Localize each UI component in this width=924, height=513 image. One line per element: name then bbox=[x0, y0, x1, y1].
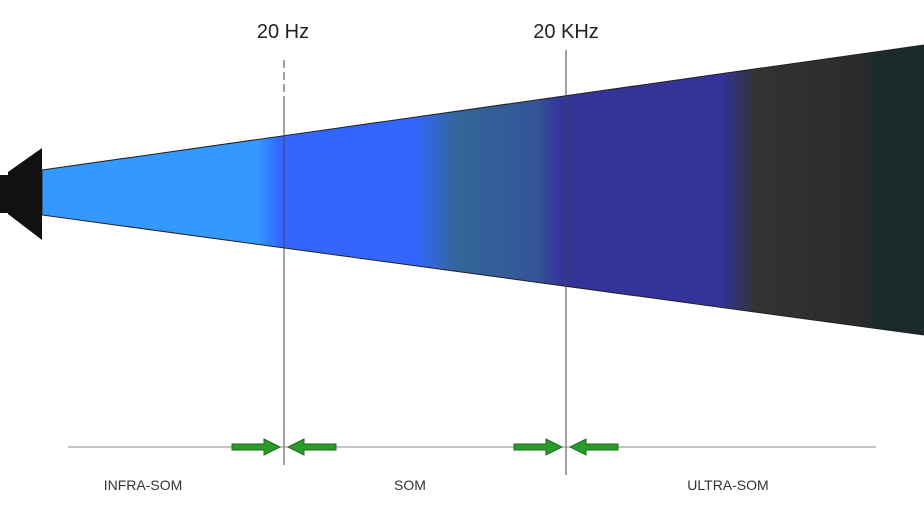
marker-label: 20 Hz bbox=[257, 21, 309, 43]
arrows bbox=[231, 438, 619, 456]
region-label: SOM bbox=[394, 477, 426, 493]
sound-beam bbox=[41, 44, 924, 336]
region-label: INFRA-SOM bbox=[104, 477, 183, 493]
speaker-body bbox=[0, 175, 10, 213]
region-label: ULTRA-SOM bbox=[687, 477, 768, 493]
marker-label: 20 KHz bbox=[533, 21, 599, 43]
speaker-cone bbox=[8, 148, 42, 240]
arrow bbox=[231, 438, 282, 456]
arrow bbox=[568, 438, 619, 456]
arrow bbox=[286, 438, 337, 456]
arrow bbox=[513, 438, 564, 456]
